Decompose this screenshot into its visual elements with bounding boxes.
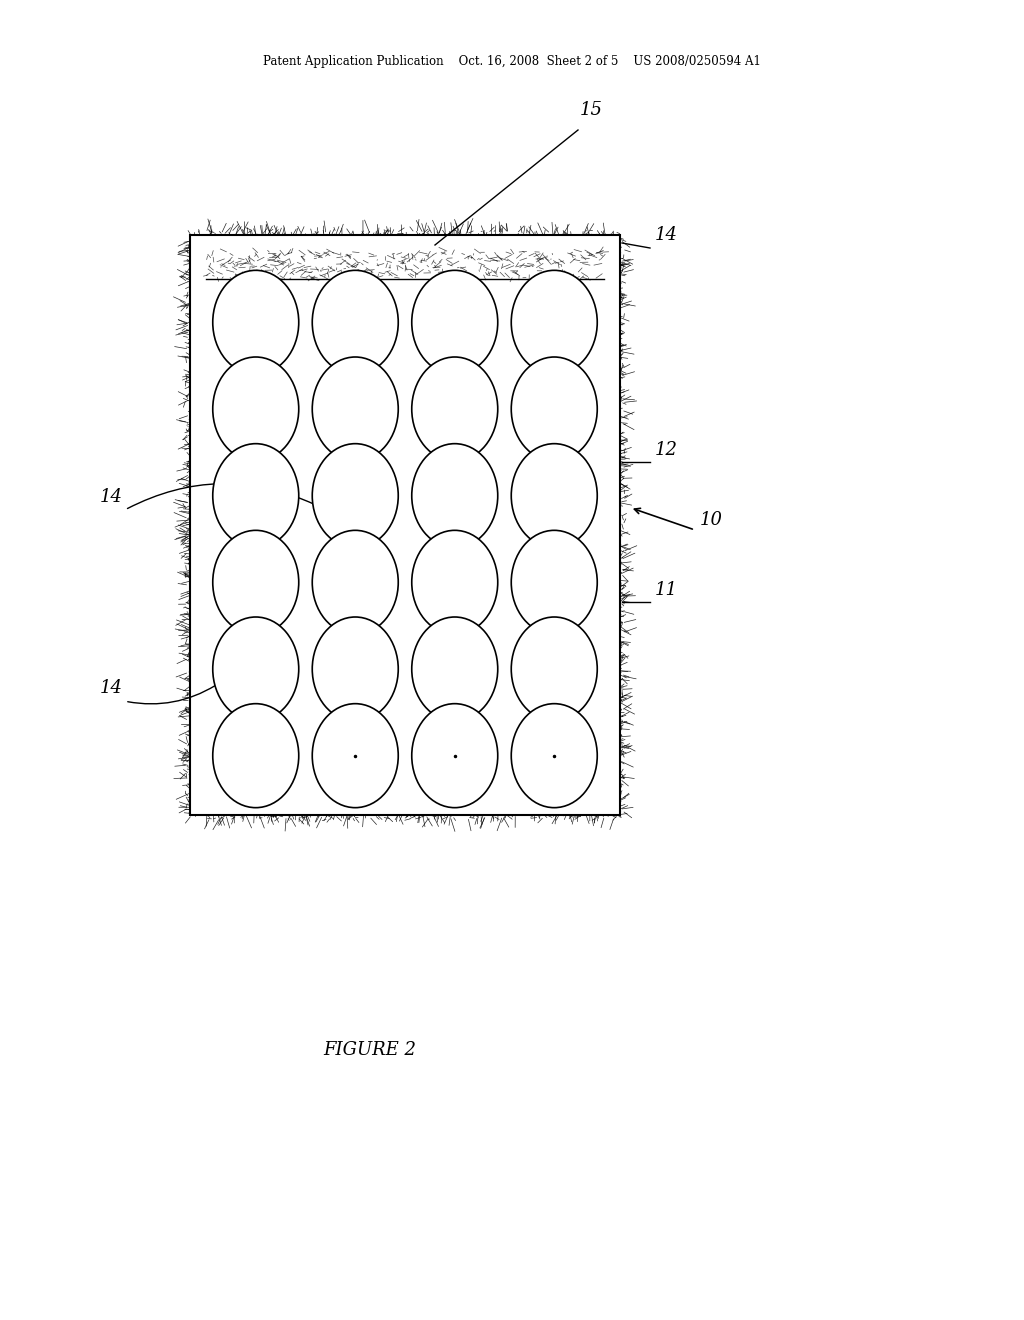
Ellipse shape [412,531,498,635]
Ellipse shape [213,531,299,635]
Ellipse shape [213,704,299,808]
Ellipse shape [412,616,498,721]
Ellipse shape [511,616,597,721]
Ellipse shape [312,704,398,808]
Ellipse shape [312,271,398,375]
Ellipse shape [213,444,299,548]
Text: 14: 14 [655,226,678,244]
Ellipse shape [412,444,498,548]
Ellipse shape [511,271,597,375]
Ellipse shape [412,704,498,808]
Bar [190,235,620,814]
Ellipse shape [213,616,299,721]
Ellipse shape [511,531,597,635]
Text: 14: 14 [100,488,123,506]
Ellipse shape [312,444,398,548]
Text: 11: 11 [655,581,678,598]
Text: 14: 14 [100,680,123,697]
Ellipse shape [511,356,597,461]
Text: 15: 15 [580,102,603,119]
Ellipse shape [312,356,398,461]
Ellipse shape [213,356,299,461]
Text: 10: 10 [700,511,723,529]
Ellipse shape [412,356,498,461]
Text: FIGURE 2: FIGURE 2 [324,1041,417,1059]
Ellipse shape [312,616,398,721]
Ellipse shape [511,444,597,548]
Text: 12: 12 [655,441,678,459]
Ellipse shape [213,271,299,375]
Ellipse shape [412,271,498,375]
Ellipse shape [511,704,597,808]
Text: Patent Application Publication    Oct. 16, 2008  Sheet 2 of 5    US 2008/0250594: Patent Application Publication Oct. 16, … [263,55,761,69]
Ellipse shape [312,531,398,635]
